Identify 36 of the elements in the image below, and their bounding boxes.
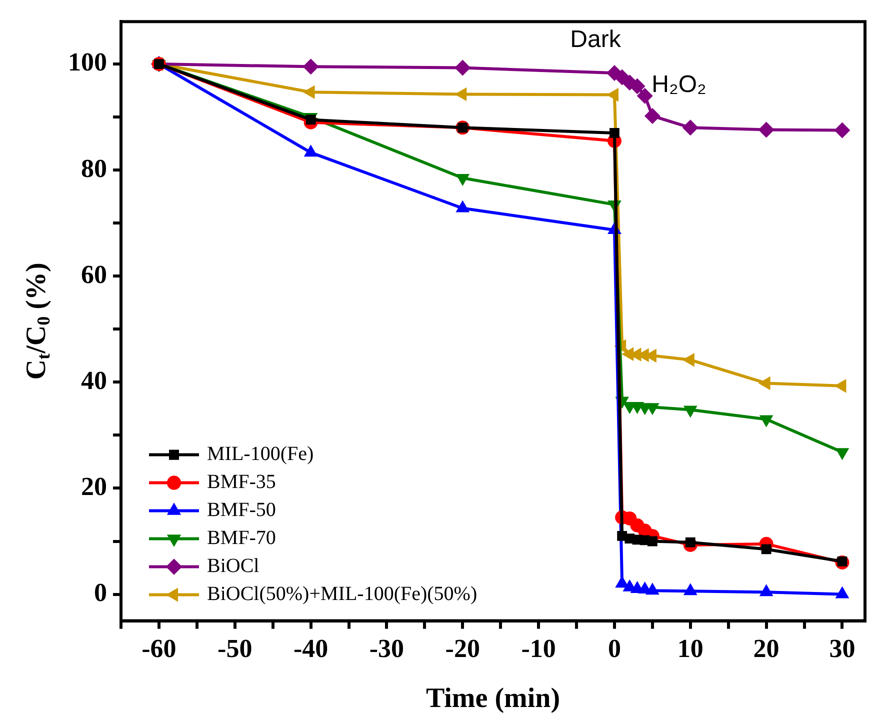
y-tick-label: 0 <box>94 578 107 608</box>
x-tick-label: -30 <box>369 634 404 664</box>
annotation: H₂O₂ <box>652 70 706 98</box>
point <box>636 88 653 104</box>
x-tick-label: -10 <box>521 634 556 664</box>
y-tick-label: 100 <box>68 48 107 77</box>
annotation: Dark <box>570 26 622 53</box>
x-tick-label: 0 <box>608 634 621 664</box>
y-tick-label: 20 <box>81 472 107 501</box>
point <box>302 58 319 75</box>
legend-label: BMF-70 <box>207 527 276 550</box>
point <box>610 128 620 138</box>
legend-label: MIL-100(Fe) <box>207 443 314 466</box>
y-axis-title: Ct/C0 (%) <box>21 262 54 380</box>
x-tick-label: -20 <box>445 634 480 664</box>
y-tick-label: 60 <box>81 260 107 289</box>
x-tick-label: -50 <box>218 634 252 664</box>
x-axis-title: Time (min) <box>426 683 560 714</box>
legend-label: BiOCl(50%)+MIL-100(Fe)(50%) <box>207 583 478 606</box>
x-tick-label: 30 <box>829 634 856 664</box>
point <box>647 536 658 546</box>
point <box>761 544 772 554</box>
legend-label: BMF-35 <box>207 471 276 494</box>
x-tick-label: -40 <box>293 634 328 664</box>
x-tick-label: 10 <box>677 634 704 664</box>
x-tick-label: -60 <box>142 634 176 664</box>
y-tick-label: 40 <box>81 366 107 395</box>
point <box>834 122 850 138</box>
point <box>644 108 660 124</box>
legend-label: BiOCl <box>207 555 260 578</box>
point <box>454 60 471 76</box>
point <box>682 120 698 136</box>
x-tick-label: 20 <box>753 634 780 664</box>
point <box>758 122 774 138</box>
legend-label: BMF-50 <box>207 499 276 522</box>
y-tick-label: 80 <box>81 154 107 183</box>
